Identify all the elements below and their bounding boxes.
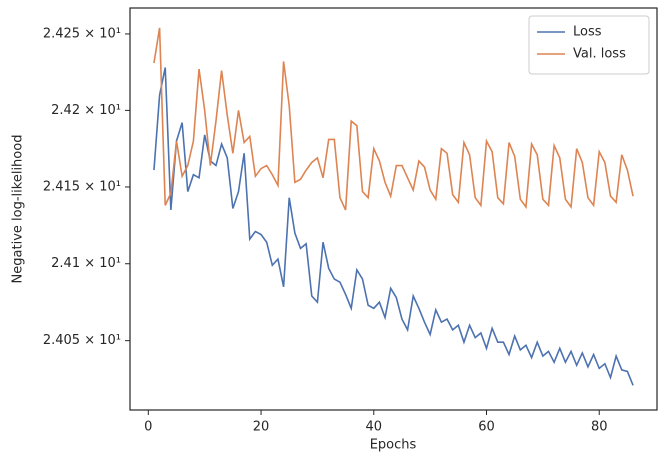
y-tick-label: 2.415 × 10¹ <box>43 179 121 194</box>
x-tick-label: 0 <box>144 420 152 435</box>
y-tick-label: 2.405 × 10¹ <box>43 333 121 348</box>
legend-label: Loss <box>573 25 602 40</box>
x-tick-label: 40 <box>365 420 382 435</box>
x-tick-label: 20 <box>253 420 270 435</box>
line <box>153 67 634 386</box>
plot-frame <box>129 7 658 411</box>
y-tick-label: 2.42 × 10¹ <box>51 103 121 118</box>
y-axis-label: Negative log-likelihood <box>11 135 26 284</box>
y-tick-label: 2.41 × 10¹ <box>51 256 121 271</box>
x-axis-label: Epochs <box>370 438 417 453</box>
x-tick-label: 60 <box>478 420 495 435</box>
legend-box <box>528 15 650 75</box>
line <box>153 27 634 211</box>
x-tick-label: 80 <box>591 420 608 435</box>
legend-label: Val. loss <box>573 47 626 62</box>
y-tick-label: 2.425 × 10¹ <box>43 26 121 41</box>
